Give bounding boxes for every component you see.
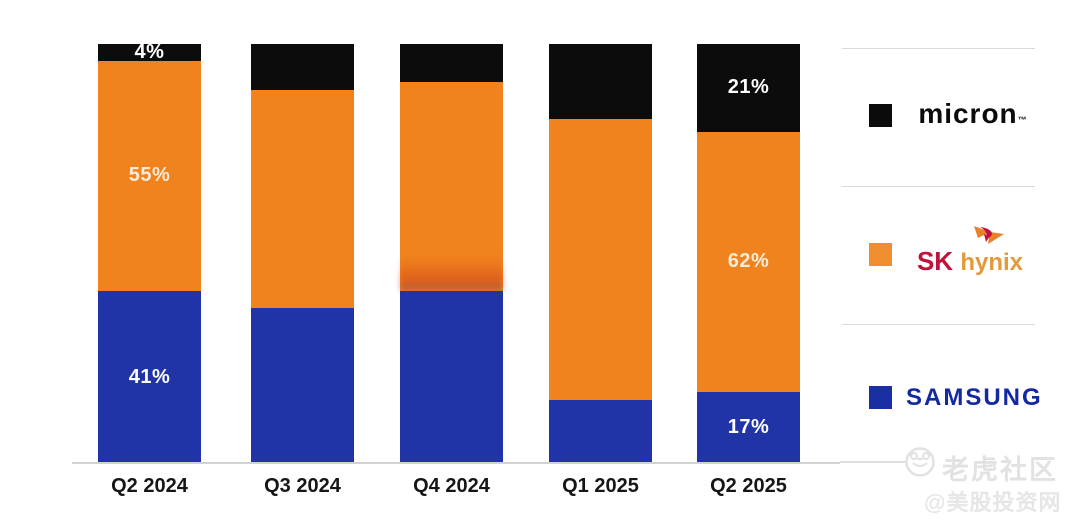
data-label: 4% [134,40,165,63]
segment-sk-hynix: 62% [697,131,800,392]
x-axis-label-q1-2025: Q1 2025 [562,475,639,497]
segment-sk-hynix [251,90,354,308]
segment-micron [549,44,652,120]
data-label: 17% [727,415,770,438]
x-axis-label-q4-2024: Q4 2024 [413,475,490,497]
sk-hynix-logo: SK hynix [900,224,1040,276]
legend-divider [842,48,1035,49]
watermark-handle-text: @美股投资网 [924,490,1062,515]
x-axis-label-q2-2024: Q2 2024 [111,475,188,497]
segment-samsung: 41% [98,291,201,463]
data-label: 55% [128,164,171,187]
legend-divider [842,186,1035,187]
segment-samsung: 17% [697,391,800,463]
segment-micron: 4% [98,40,201,63]
segment-sk-hynix: 55% [98,60,201,292]
micron-logo-text: micron [918,98,1018,129]
hynix-text: hynix [960,249,1024,276]
segment-sk-hynix [400,81,503,292]
x-axis-label-q3-2024: Q3 2024 [264,475,341,497]
segment-samsung [251,307,354,463]
watermark-line [840,461,906,463]
micron-trademark: ™ [1017,115,1028,125]
x-axis-label-q2-2025: Q2 2025 [710,475,787,497]
legend-swatch-samsung [869,386,892,409]
sk-hynix-logo-text: SK hynix [900,248,1040,276]
x-axis-baseline [72,462,840,464]
stacked-bar-q1-2025 [549,44,652,463]
stacked-bar-q4-2024 [400,44,503,463]
legend-divider [842,324,1035,325]
sk-hynix-butterfly-icon [914,224,1054,250]
segment-samsung [549,400,652,463]
compression-smudge [400,257,503,292]
segment-micron: 21% [697,44,800,132]
segment-sk-hynix [549,119,652,401]
segment-micron [251,44,354,91]
samsung-logo: SAMSUNG [906,384,1043,411]
tiger-icon [904,446,936,483]
segment-micron [400,44,503,82]
legend-swatch-micron [869,104,892,127]
stacked-bar-q3-2024 [251,44,354,463]
segment-samsung [400,291,503,463]
data-label: 41% [128,365,171,388]
micron-logo: micron™ [908,98,1038,130]
legend-swatch-sk-hynix [869,243,892,266]
stacked-bar-q2-2024: 4% 55% 41% [98,40,201,463]
watermark-community-text: 老虎社区 [942,455,1058,485]
sk-text: SK [916,246,954,276]
stacked-bar-chart: 4% 55% 41% Q2 2024 Q3 2024 Q4 2024 Q1 2025 21% 6… [72,40,840,497]
data-label: 62% [727,250,770,273]
stacked-bar-q2-2025: 21% 62% 17% [697,44,800,463]
data-label: 21% [727,76,770,99]
